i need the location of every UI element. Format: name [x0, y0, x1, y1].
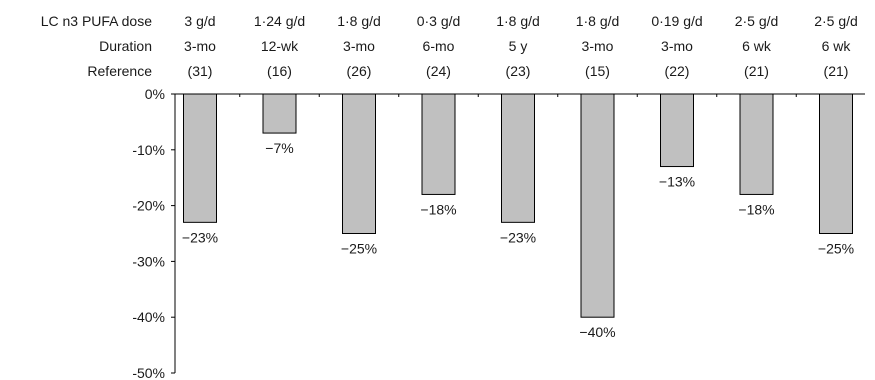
bar-value-label: −40% — [579, 324, 615, 340]
bar — [739, 93, 774, 195]
header-table: LC n3 PUFA dose 3 g/d 1·24 g/d 1·8 g/d 0·3 g… — [41, 13, 858, 79]
header-cell: 3-mo — [184, 38, 216, 54]
header-cell: 5 y — [509, 38, 528, 54]
bar — [183, 93, 217, 223]
header-cell: (16) — [267, 63, 292, 79]
bar-value-label: −18% — [738, 201, 774, 217]
data-labels: −23% −7% −25% −18% −23% −40% −13% −18% −25% — [182, 140, 854, 340]
header-cell: 1·8 g/d — [576, 13, 620, 29]
header-cell: (21) — [744, 63, 769, 79]
header-cell: 0·19 g/d — [651, 13, 702, 29]
header-cell: (24) — [426, 63, 451, 79]
bar-value-label: −13% — [659, 174, 695, 190]
header-cell: 6 wk — [822, 38, 852, 54]
header-cell: 12-wk — [261, 38, 299, 54]
header-cell: 0·3 g/d — [417, 13, 461, 29]
y-tick-label: -40% — [132, 309, 165, 325]
header-cell: (31) — [188, 63, 213, 79]
y-axis: 0% -10% -20% -30% -40% -50% — [132, 86, 865, 380]
bars — [183, 93, 853, 318]
header-cell: 2·5 g/d — [814, 13, 858, 29]
header-cell: 3-mo — [343, 38, 375, 54]
bar-value-label: −25% — [341, 241, 377, 257]
header-cell: 2·5 g/d — [735, 13, 779, 29]
header-row-label: Reference — [87, 63, 152, 79]
header-row-label: LC n3 PUFA dose — [41, 13, 153, 29]
header-cell: 1·8 g/d — [337, 13, 381, 29]
bar — [421, 93, 456, 195]
bar — [580, 93, 615, 318]
header-cell: 6 wk — [742, 38, 772, 54]
y-tick-label: -50% — [132, 365, 165, 380]
bar-value-label: −23% — [182, 229, 218, 245]
header-cell: 3-mo — [661, 38, 693, 54]
bar — [262, 93, 297, 134]
bar-value-label: −7% — [265, 140, 293, 156]
header-cell: 1·8 g/d — [496, 13, 540, 29]
header-row-label: Duration — [99, 38, 152, 54]
header-cell: (26) — [347, 63, 372, 79]
header-cell: 3 g/d — [184, 13, 215, 29]
header-cell: (15) — [585, 63, 610, 79]
y-tick-label: -30% — [132, 253, 165, 269]
header-cell: (21) — [824, 63, 849, 79]
bar — [342, 93, 376, 234]
header-cell: 1·24 g/d — [254, 13, 305, 29]
bar — [501, 93, 535, 223]
header-cell: 3-mo — [582, 38, 614, 54]
y-tick-label: -20% — [132, 198, 165, 214]
y-tick-label: 0% — [145, 86, 165, 102]
header-cell: (23) — [506, 63, 531, 79]
bar — [660, 93, 694, 168]
y-tick-label: -10% — [132, 142, 165, 158]
bar-value-label: −23% — [500, 229, 536, 245]
bar — [819, 93, 853, 234]
bar-value-label: −18% — [420, 201, 456, 217]
header-cell: (22) — [665, 63, 690, 79]
bar-value-label: −25% — [818, 241, 854, 257]
header-cell: 6-mo — [423, 38, 455, 54]
